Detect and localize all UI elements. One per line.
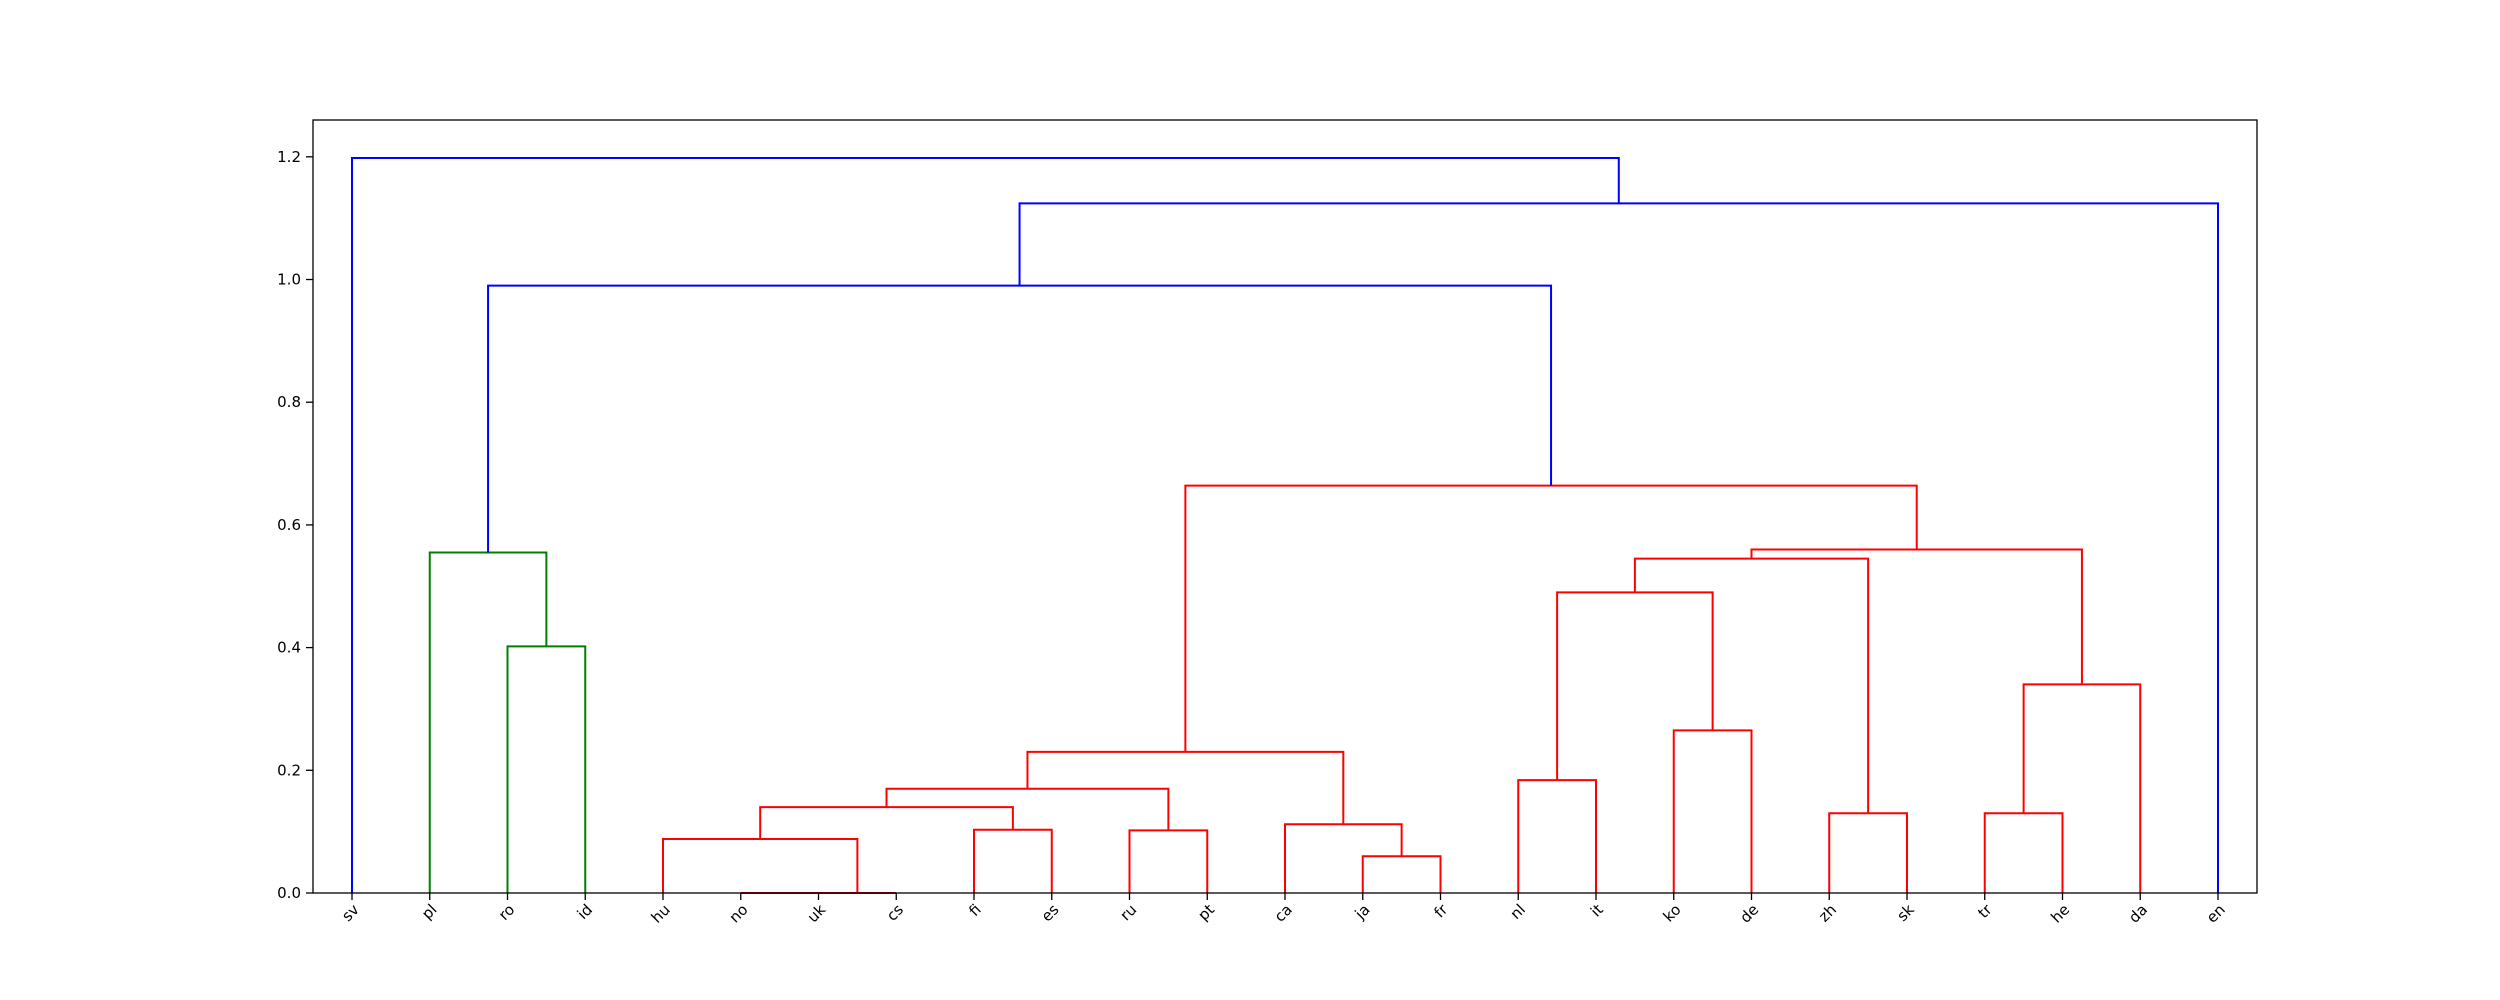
dendrogram-link-15: [2022, 683, 2142, 893]
y-tick-label: 1.2: [277, 148, 301, 166]
y-tick-label: 0.6: [277, 516, 301, 534]
y-tick-label: 1.0: [277, 271, 301, 289]
dendrogram-link-14: [1672, 729, 1753, 893]
dendrogram-links: [351, 157, 2219, 894]
y-tick-label: 0.2: [277, 761, 301, 779]
y-axis: 0.0 0.2 0.4 0.6 0.8 1.0 1.2: [277, 148, 313, 902]
dendrogram-link-22: [487, 284, 1553, 553]
dendrogram-link-18: [1633, 557, 1870, 814]
dendrogram-link-6: [1284, 823, 1403, 893]
y-tick-label: 0.4: [277, 639, 301, 657]
dendrogram-link-9: [662, 838, 859, 893]
y-tick-label: 0.8: [277, 393, 301, 411]
dendrogram-link-23: [1018, 202, 2219, 893]
dendrogram-link-19: [428, 551, 548, 893]
dendrogram-link-17: [1556, 591, 1714, 781]
dendrogram-link-4: [1128, 829, 1209, 893]
dendrogram-link-13: [1026, 750, 1345, 825]
plot-frame: [312, 119, 2258, 894]
dendrogram-link-24: [351, 157, 1620, 893]
y-tick-label: 0.0: [277, 884, 301, 902]
